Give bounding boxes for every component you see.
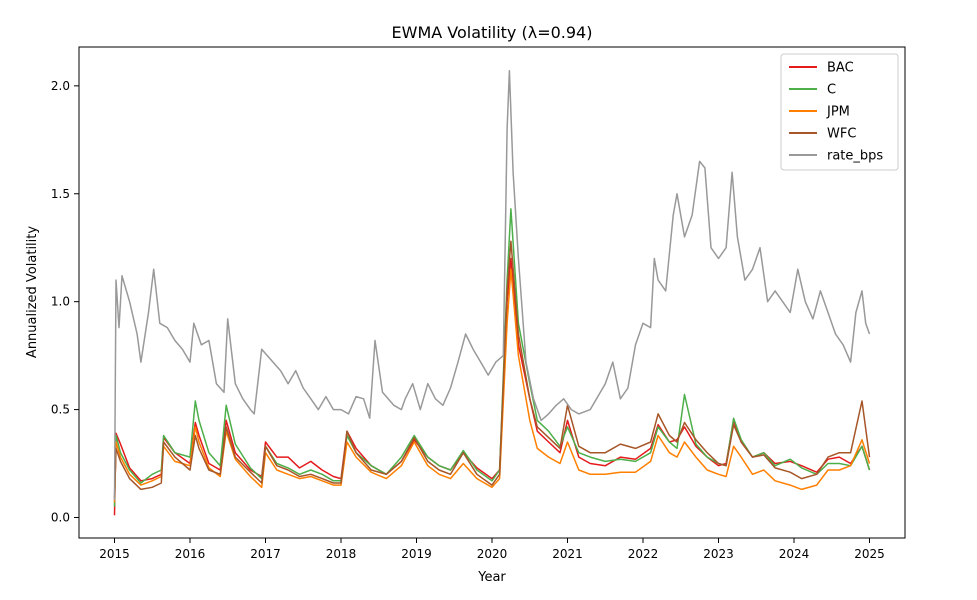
x-tick-label: 2015	[99, 547, 130, 561]
x-tick-label: 2018	[326, 547, 357, 561]
series-line-jpm	[113, 268, 871, 503]
y-tick-label: 0.0	[51, 510, 70, 524]
legend-label: JPM	[826, 105, 850, 120]
x-tick-label: 2016	[175, 547, 206, 561]
series-line-wfc	[113, 240, 871, 499]
legend-label: WFC	[827, 127, 856, 142]
x-tick-label: 2021	[552, 547, 583, 561]
x-tick-label: 2023	[703, 547, 734, 561]
y-tick-label: 0.5	[51, 403, 70, 417]
y-tick-label: 2.0	[51, 79, 70, 93]
x-axis-title: Year	[477, 570, 506, 585]
legend: BAC C JPM WFC rate_bps	[780, 53, 899, 171]
series-line-c	[113, 208, 871, 507]
x-tick-label: 2024	[779, 547, 810, 561]
x-tick-label: 2019	[401, 547, 432, 561]
chart-title: EWMA Volatility (λ=0.94)	[392, 23, 593, 42]
y-tick-label: 1.0	[51, 295, 70, 309]
x-tick-label: 2017	[250, 547, 281, 561]
series-line-rate-bps	[113, 69, 871, 501]
series-layer	[113, 69, 871, 516]
y-tick-label: 1.5	[51, 187, 70, 201]
y-axis: 0.0 0.5 1.0 1.5 2.0	[51, 79, 79, 524]
y-axis-title: Annualized Volatility	[25, 226, 40, 358]
legend-label: BAC	[827, 61, 854, 76]
x-tick-label: 2020	[477, 547, 508, 561]
legend-label: C	[827, 83, 836, 98]
x-axis: 2015 2016 2017 2018 2019 2020 2021 2022 2023 2024…	[99, 538, 885, 561]
x-tick-label: 2022	[628, 547, 659, 561]
x-tick-label: 2025	[854, 547, 885, 561]
legend-box	[780, 53, 899, 171]
legend-label: rate_bps	[827, 149, 883, 164]
